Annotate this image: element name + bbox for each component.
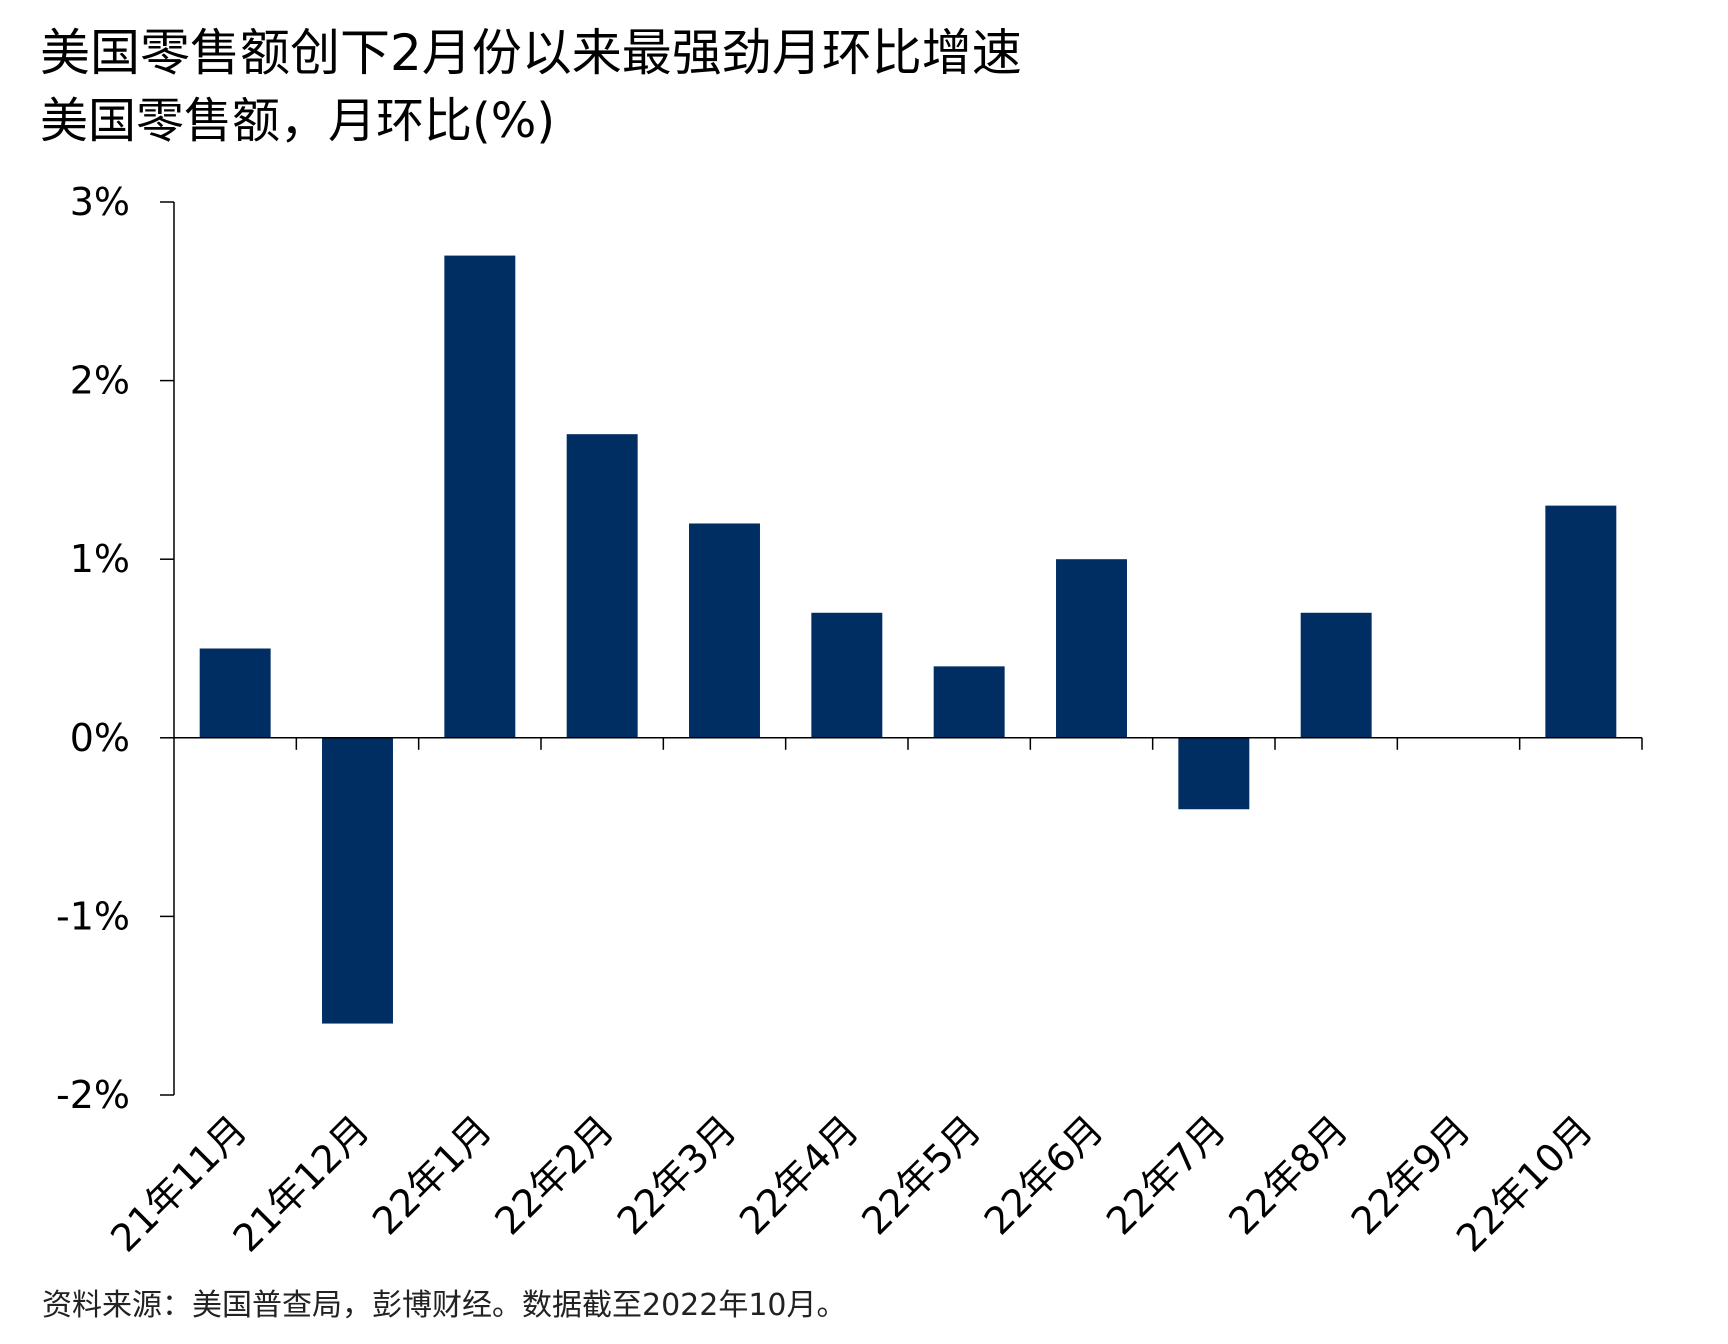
x-category-label: 22年1月 — [364, 1107, 500, 1243]
x-category-label: 22年8月 — [1220, 1107, 1356, 1243]
bar-2 — [322, 737, 393, 1024]
bar-1 — [199, 648, 271, 738]
x-category-label: 22年7月 — [1098, 1107, 1234, 1243]
bar-9 — [1178, 737, 1250, 810]
chart-title: 美国零售额创下2月份以来最强劲月环比增速 — [40, 24, 1022, 82]
x-category-label: 21年12月 — [225, 1107, 378, 1260]
x-category-label: 22年6月 — [976, 1107, 1112, 1243]
x-category-label: 22年10月 — [1448, 1107, 1601, 1260]
bar-6 — [811, 612, 883, 738]
bar-7 — [933, 666, 1005, 738]
x-category-label: 22年4月 — [731, 1107, 867, 1243]
y-tick-label: -2% — [56, 1073, 130, 1117]
bars — [199, 255, 1617, 1024]
x-category-label: 22年5月 — [853, 1107, 989, 1243]
bar-8 — [1056, 559, 1127, 738]
y-tick-label: 2% — [70, 359, 130, 403]
chart-subtitle: 美国零售额，月环比(%) — [40, 93, 556, 149]
y-tick-label: 1% — [70, 537, 130, 581]
bar-12 — [1545, 505, 1617, 738]
x-category-label: 22年2月 — [486, 1107, 622, 1243]
bar-4 — [566, 434, 638, 738]
y-axis: 3% 2% 1% 0% -1% -2% — [56, 180, 175, 1117]
y-tick-label: 3% — [70, 180, 130, 224]
bar-5 — [689, 523, 760, 738]
bar-chart: 3%2%1%0%-1%-2% 21年11月21年12月22年1月22年2月22年… — [56, 180, 1643, 1260]
bar-10 — [1300, 612, 1372, 738]
x-category-label: 22年3月 — [609, 1107, 745, 1243]
y-tick-label: -1% — [56, 894, 130, 938]
y-tick-label: 0% — [70, 716, 130, 760]
source-note: 资料来源：美国普查局，彭博财经。数据截至2022年10月。 — [42, 1288, 847, 1323]
bar-3 — [444, 255, 516, 738]
